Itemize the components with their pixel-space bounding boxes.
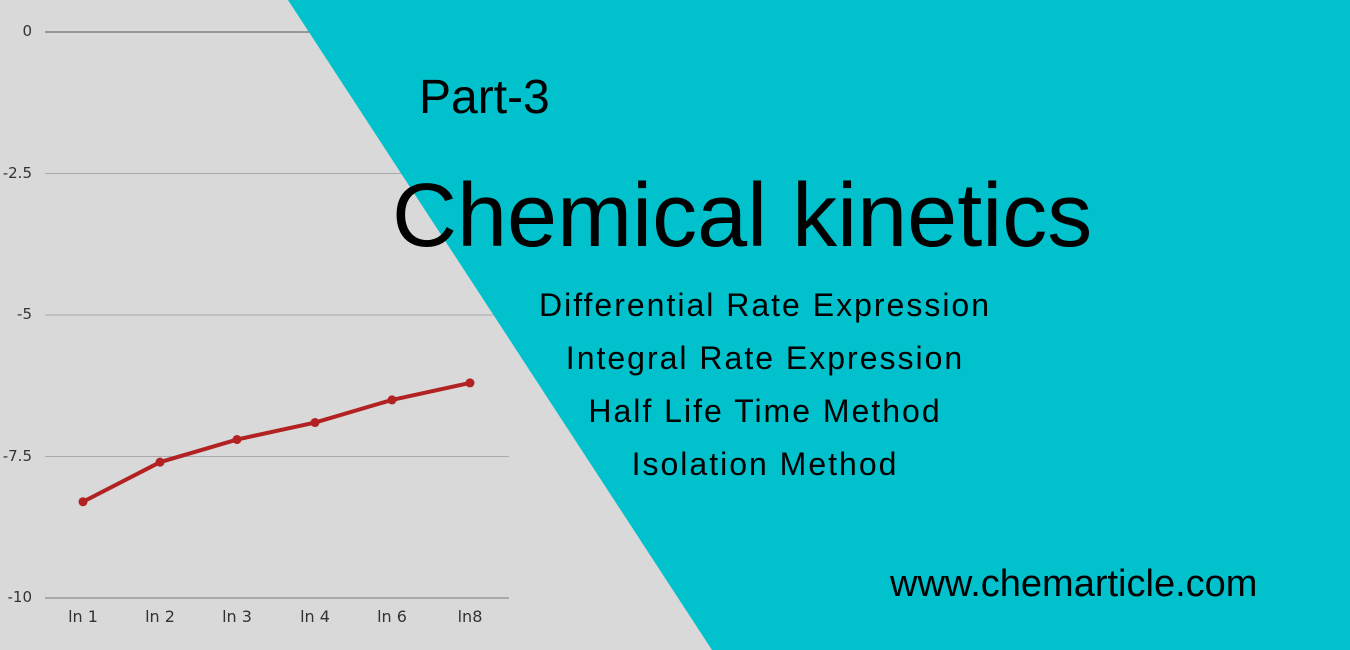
x-tick-label: ln 1 [68,607,98,626]
y-tick-label: -2.5 [2,163,32,182]
x-tick-label: ln 3 [222,607,252,626]
line-chart [45,31,509,599]
topic-half-life: Half Life Time Method [588,393,942,429]
series-line [82,380,471,504]
y-tick-label: 0 [22,22,32,40]
data-point-marker [465,378,475,388]
part-label: Part-3 [419,71,550,124]
data-point-marker [232,435,242,445]
x-tick-label: ln 4 [300,607,330,626]
y-tick-label: -10 [7,588,33,606]
data-point-marker [310,418,320,428]
topic-integral: Integral Rate Expression [565,340,965,376]
y-tick-label: -5 [17,305,32,323]
website-url: www.chemarticle.com [890,563,1258,605]
data-point-marker [387,395,397,405]
topic-differential: Differential Rate Expression [538,287,992,323]
data-point-marker [78,497,88,507]
x-tick-label: ln 6 [377,607,407,626]
topic-isolation: Isolation Method [631,446,899,482]
page-title: Chemical kinetics [392,166,1093,266]
data-point-marker [155,457,165,467]
x-tick-label: ln 2 [145,607,175,626]
y-tick-label: -7.5 [2,446,32,465]
x-tick-label: ln8 [457,607,483,626]
